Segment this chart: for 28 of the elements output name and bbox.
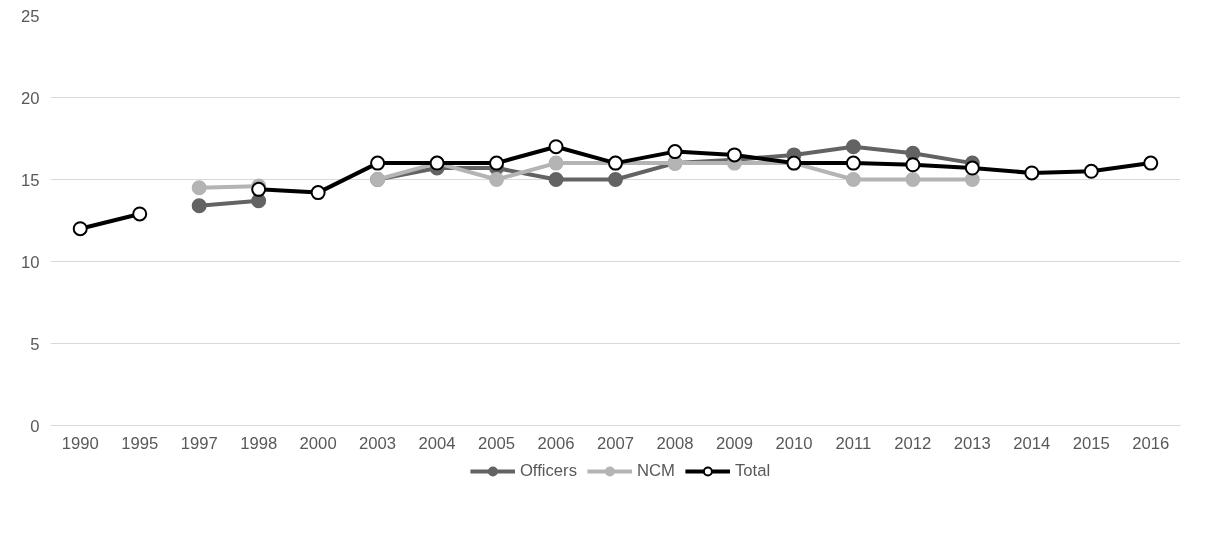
x-tick-label: 2008 [656, 433, 694, 453]
x-tick-label: 1997 [180, 433, 218, 453]
legend-label: Officers [519, 461, 577, 481]
x-tick-label: 2016 [1132, 433, 1170, 453]
legend-label: NCM [636, 461, 675, 481]
x-tick-label: 2003 [359, 433, 397, 453]
x-tick-label: 1995 [121, 433, 159, 453]
x-tick-label: 2011 [835, 433, 872, 453]
x-tick-label: 2010 [775, 433, 813, 453]
x-tick-label: 2004 [418, 433, 456, 453]
x-tick-label: 2013 [953, 433, 991, 453]
x-tick-label: 2006 [537, 433, 575, 453]
y-tick-label: 25 [20, 6, 40, 26]
x-tick-label: 2012 [894, 433, 932, 453]
legend-label: Total [734, 461, 771, 481]
y-tick-label: 10 [20, 252, 40, 272]
y-tick-label: 0 [30, 416, 40, 436]
x-tick-label: 2009 [715, 433, 753, 453]
y-tick-label: 15 [20, 170, 40, 190]
x-tick-label: 2005 [478, 433, 516, 453]
x-tick-label: 2015 [1072, 433, 1110, 453]
x-tick-label: 1990 [61, 433, 99, 453]
x-tick-label: 2007 [596, 433, 635, 453]
y-tick-label: 5 [30, 334, 40, 354]
y-tick-label: 20 [20, 88, 40, 108]
x-tick-label: 1998 [240, 433, 278, 453]
x-tick-label: 2000 [299, 433, 337, 453]
x-tick-label: 2014 [1013, 433, 1051, 453]
